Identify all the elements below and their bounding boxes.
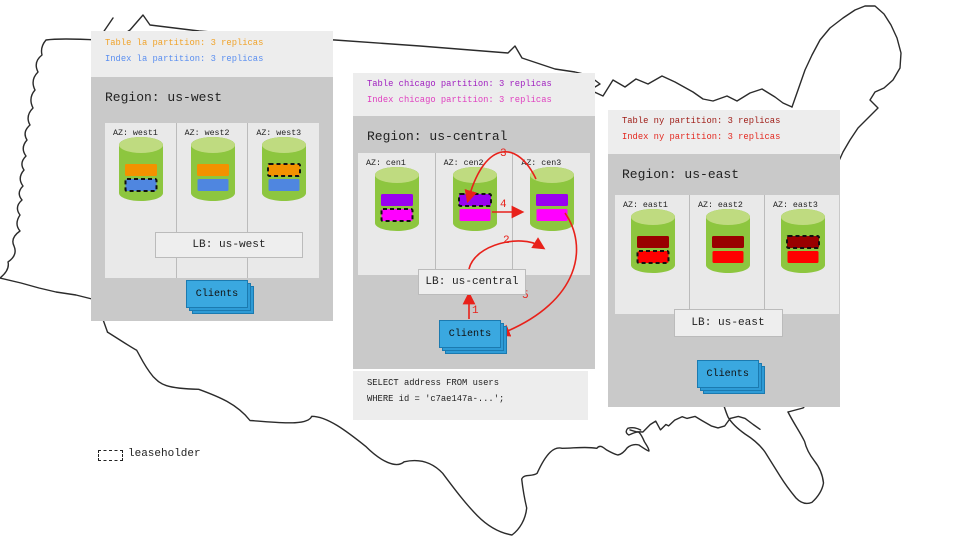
- svg-text:1: 1: [472, 305, 479, 317]
